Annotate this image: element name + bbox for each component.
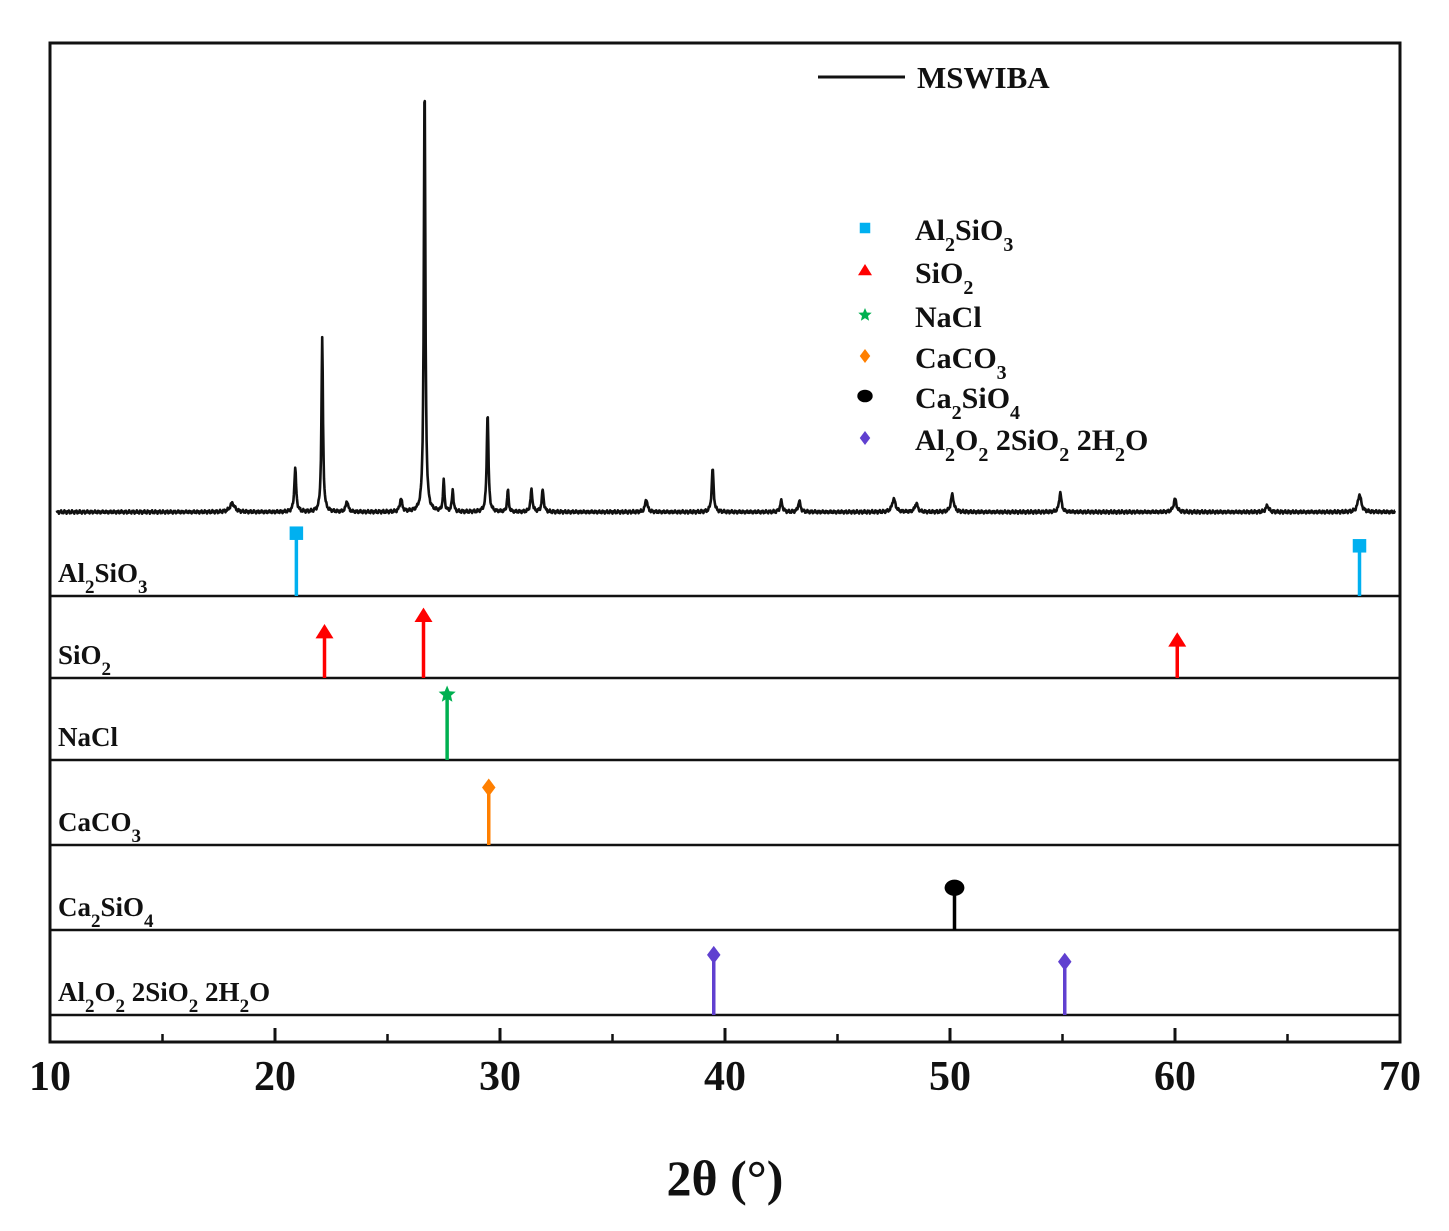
x-tick-label: 50 <box>929 1054 971 1100</box>
legend-label: Al2O2 2SiO2 2H2O <box>915 424 1148 466</box>
reference-panels: Al2SiO3 SiO2 NaCl CaCO3 Ca2SiO4 Al2O2 2SiO2 2… <box>50 526 1400 1017</box>
legend-label: NaCl <box>915 301 982 334</box>
plot-frame <box>48 41 1402 1044</box>
legend-marker <box>859 431 871 445</box>
x-tick-label: 10 <box>29 1054 71 1100</box>
reference-label: NaCl <box>58 722 118 752</box>
reference-peak-marker <box>1168 632 1187 647</box>
legend-marker <box>859 349 871 363</box>
reference-panel-4: CaCO3 <box>50 778 1400 847</box>
x-tick-label: 30 <box>479 1054 521 1100</box>
legend-marker <box>859 222 871 234</box>
reference-label: Al2SiO3 <box>58 558 148 598</box>
legend-label: Ca2SiO4 <box>915 382 1020 424</box>
reference-peak-marker <box>944 879 965 896</box>
x-tick-label: 40 <box>704 1054 746 1100</box>
legend-label: CaCO3 <box>915 342 1007 384</box>
legend-marker <box>858 308 872 321</box>
legend-marker <box>857 389 873 403</box>
plot-area <box>48 41 1402 1044</box>
reference-panel-3: NaCl <box>50 685 1400 762</box>
reference-label: Ca2SiO4 <box>58 892 154 932</box>
reference-peak-marker <box>1058 952 1072 971</box>
reference-label: CaCO3 <box>58 807 141 847</box>
reference-peak-marker <box>1352 539 1367 553</box>
legend-label-mswiba: MSWIBA <box>917 60 1050 95</box>
reference-peak-marker <box>482 778 496 797</box>
reference-peak-marker <box>707 945 721 964</box>
reference-peak-marker <box>289 526 304 540</box>
x-axis-title: 2θ (°) <box>667 1150 784 1206</box>
reference-label: SiO2 <box>58 640 111 680</box>
mswiba-pattern-line <box>55 99 1396 515</box>
reference-panel-5: Ca2SiO4 <box>50 879 1400 932</box>
reference-panel-1: Al2SiO3 <box>50 526 1400 598</box>
legend-label: Al2SiO3 <box>915 214 1013 256</box>
x-tick-label: 70 <box>1379 1054 1421 1100</box>
reference-peak-marker <box>438 685 456 702</box>
x-tick-label: 60 <box>1154 1054 1196 1100</box>
reference-panel-2: SiO2 <box>50 607 1400 680</box>
x-axis: 10 20 30 40 50 60 70 <box>29 1028 1421 1100</box>
reference-label: Al2O2 2SiO2 2H2O <box>58 977 270 1017</box>
legend-marker <box>858 264 872 276</box>
reference-peak-marker <box>315 624 334 639</box>
reference-peak-marker <box>414 607 433 622</box>
legend-label: SiO2 <box>915 257 973 299</box>
x-tick-label: 20 <box>254 1054 296 1100</box>
reference-panel-6: Al2O2 2SiO2 2H2O <box>50 945 1400 1017</box>
